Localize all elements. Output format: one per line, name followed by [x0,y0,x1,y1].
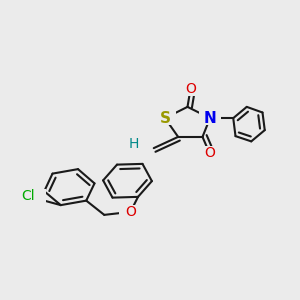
FancyBboxPatch shape [10,189,46,203]
FancyBboxPatch shape [198,146,220,159]
Text: O: O [185,82,196,96]
FancyBboxPatch shape [199,111,221,125]
Text: S: S [160,111,170,126]
Text: O: O [125,205,136,219]
FancyBboxPatch shape [119,205,142,219]
Text: H: H [129,137,140,152]
FancyBboxPatch shape [179,82,202,96]
Text: Cl: Cl [21,189,34,203]
Text: N: N [204,111,216,126]
Text: O: O [204,146,215,160]
FancyBboxPatch shape [123,138,145,151]
FancyBboxPatch shape [154,111,176,125]
